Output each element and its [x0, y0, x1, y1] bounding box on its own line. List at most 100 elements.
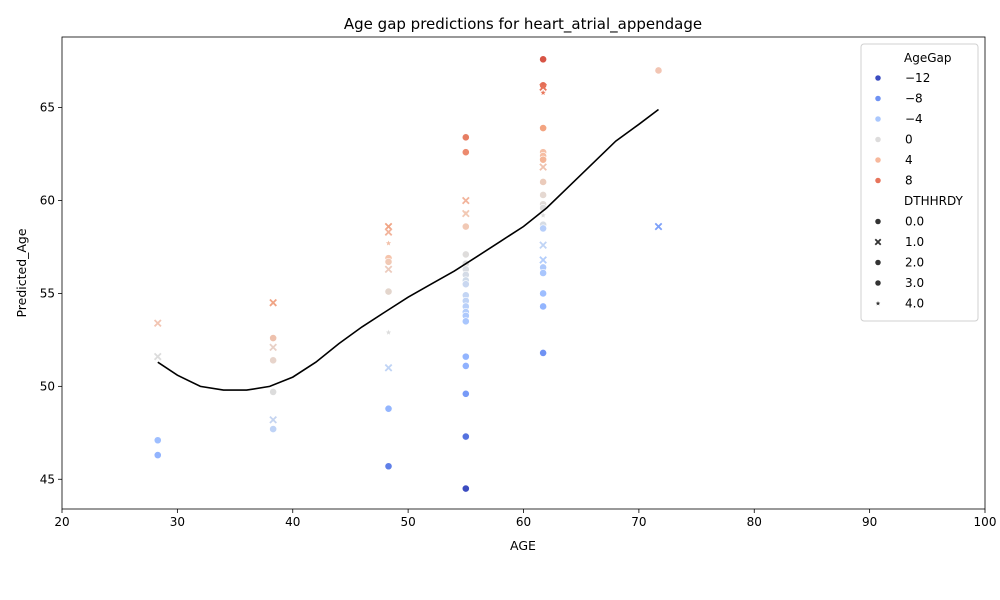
- data-point: [461, 148, 470, 157]
- data-point: [153, 451, 162, 460]
- data-point: [461, 250, 470, 259]
- data-point: [461, 133, 470, 142]
- data-point: [269, 356, 278, 365]
- x-axis: 20 30 40 50 60 70 80 90 100: [54, 509, 996, 529]
- data-point: [539, 124, 548, 132]
- data-point: [461, 196, 470, 205]
- data-point: [540, 212, 546, 218]
- legend-hue-marker: [874, 156, 882, 164]
- x-tick-label: 50: [400, 515, 415, 529]
- data-point: [461, 389, 470, 398]
- data-point: [539, 269, 548, 277]
- data-point: [385, 240, 392, 246]
- legend-hue-marker: [874, 74, 882, 82]
- data-point: [269, 415, 277, 424]
- data-point: [539, 191, 548, 199]
- data-point: [539, 224, 548, 233]
- y-tick-label: 50: [40, 379, 55, 393]
- legend-hue-title: AgeGap: [904, 51, 951, 65]
- data-point: [269, 343, 277, 352]
- data-point: [654, 66, 663, 75]
- data-point: [461, 222, 470, 231]
- legend-hue-marker: [874, 136, 882, 143]
- data-point: [539, 289, 548, 298]
- y-axis: 45 50 55 60 65: [40, 101, 62, 486]
- data-point: [269, 425, 278, 433]
- x-tick-label: 70: [631, 515, 646, 529]
- y-tick-label: 60: [40, 194, 55, 208]
- data-point: [153, 436, 162, 445]
- data-point: [384, 222, 393, 231]
- legend: AgeGap −12 −8 −4 0 4 8 DTHHRDY 0.0 1.0 2.0 3.0 4.0: [860, 43, 979, 322]
- data-point: [269, 334, 278, 342]
- legend-hue-label: 0: [905, 133, 913, 147]
- legend-style-label: 0.0: [905, 215, 924, 229]
- data-point: [461, 317, 470, 326]
- data-point: [269, 388, 278, 396]
- legend-style-marker: [874, 238, 882, 246]
- data-point: [539, 241, 547, 249]
- plot-area: [153, 55, 663, 493]
- legend-style-marker: [875, 301, 881, 306]
- data-point: [539, 163, 547, 171]
- data-point: [539, 256, 547, 264]
- legend-style-marker: [874, 279, 882, 287]
- data-point: [461, 280, 470, 289]
- data-point: [153, 319, 162, 328]
- y-tick-label: 65: [40, 101, 55, 115]
- data-point: [540, 89, 546, 96]
- legend-hue-label: −8: [905, 92, 923, 106]
- legend-hue-label: 8: [905, 174, 913, 188]
- x-axis-label: AGE: [510, 538, 536, 553]
- legend-style-label: 4.0: [905, 297, 924, 311]
- x-tick-label: 20: [54, 515, 69, 529]
- data-point: [384, 287, 393, 296]
- data-point: [461, 432, 470, 441]
- data-point: [654, 222, 663, 231]
- legend-hue-marker: [874, 115, 882, 123]
- x-tick-label: 80: [747, 515, 762, 529]
- legend-style-label: 3.0: [905, 276, 924, 290]
- data-point: [539, 302, 548, 311]
- data-point: [461, 484, 470, 493]
- data-point: [461, 362, 470, 370]
- data-point: [539, 349, 548, 357]
- legend-style-title: DTHHRDY: [904, 194, 964, 208]
- data-point: [539, 178, 548, 186]
- data-point: [539, 55, 548, 64]
- chart-title: Age gap predictions for heart_atrial_app…: [344, 15, 702, 34]
- legend-hue-label: 4: [905, 153, 913, 167]
- data-point: [539, 83, 547, 92]
- legend-hue-label: −12: [905, 71, 930, 85]
- x-tick-label: 30: [170, 515, 185, 529]
- legend-style-label: 1.0: [905, 235, 924, 249]
- data-point: [384, 265, 393, 274]
- legend-hue-label: −4: [905, 112, 923, 126]
- data-point: [539, 81, 548, 90]
- data-point: [153, 352, 162, 361]
- x-tick-label: 40: [285, 515, 300, 529]
- data-point: [384, 404, 393, 413]
- legend-hue-marker: [874, 95, 882, 102]
- data-point: [539, 155, 548, 164]
- x-tick-label: 100: [974, 515, 997, 529]
- data-point: [384, 228, 393, 236]
- legend-style-label: 2.0: [905, 256, 924, 270]
- data-point: [461, 352, 470, 361]
- legend-box: [860, 43, 979, 322]
- x-tick-label: 90: [862, 515, 877, 529]
- data-point: [269, 298, 277, 307]
- data-point: [384, 462, 393, 471]
- data-point: [461, 209, 470, 218]
- y-tick-label: 55: [40, 286, 55, 300]
- y-tick-label: 45: [40, 472, 55, 486]
- data-point: [384, 257, 393, 266]
- data-point: [384, 363, 393, 372]
- legend-style-marker: [874, 259, 882, 266]
- data-point: [385, 329, 392, 335]
- y-axis-label: Predicted_Age: [14, 228, 29, 317]
- legend-style-marker: [874, 218, 882, 225]
- legend-hue-marker: [874, 177, 882, 184]
